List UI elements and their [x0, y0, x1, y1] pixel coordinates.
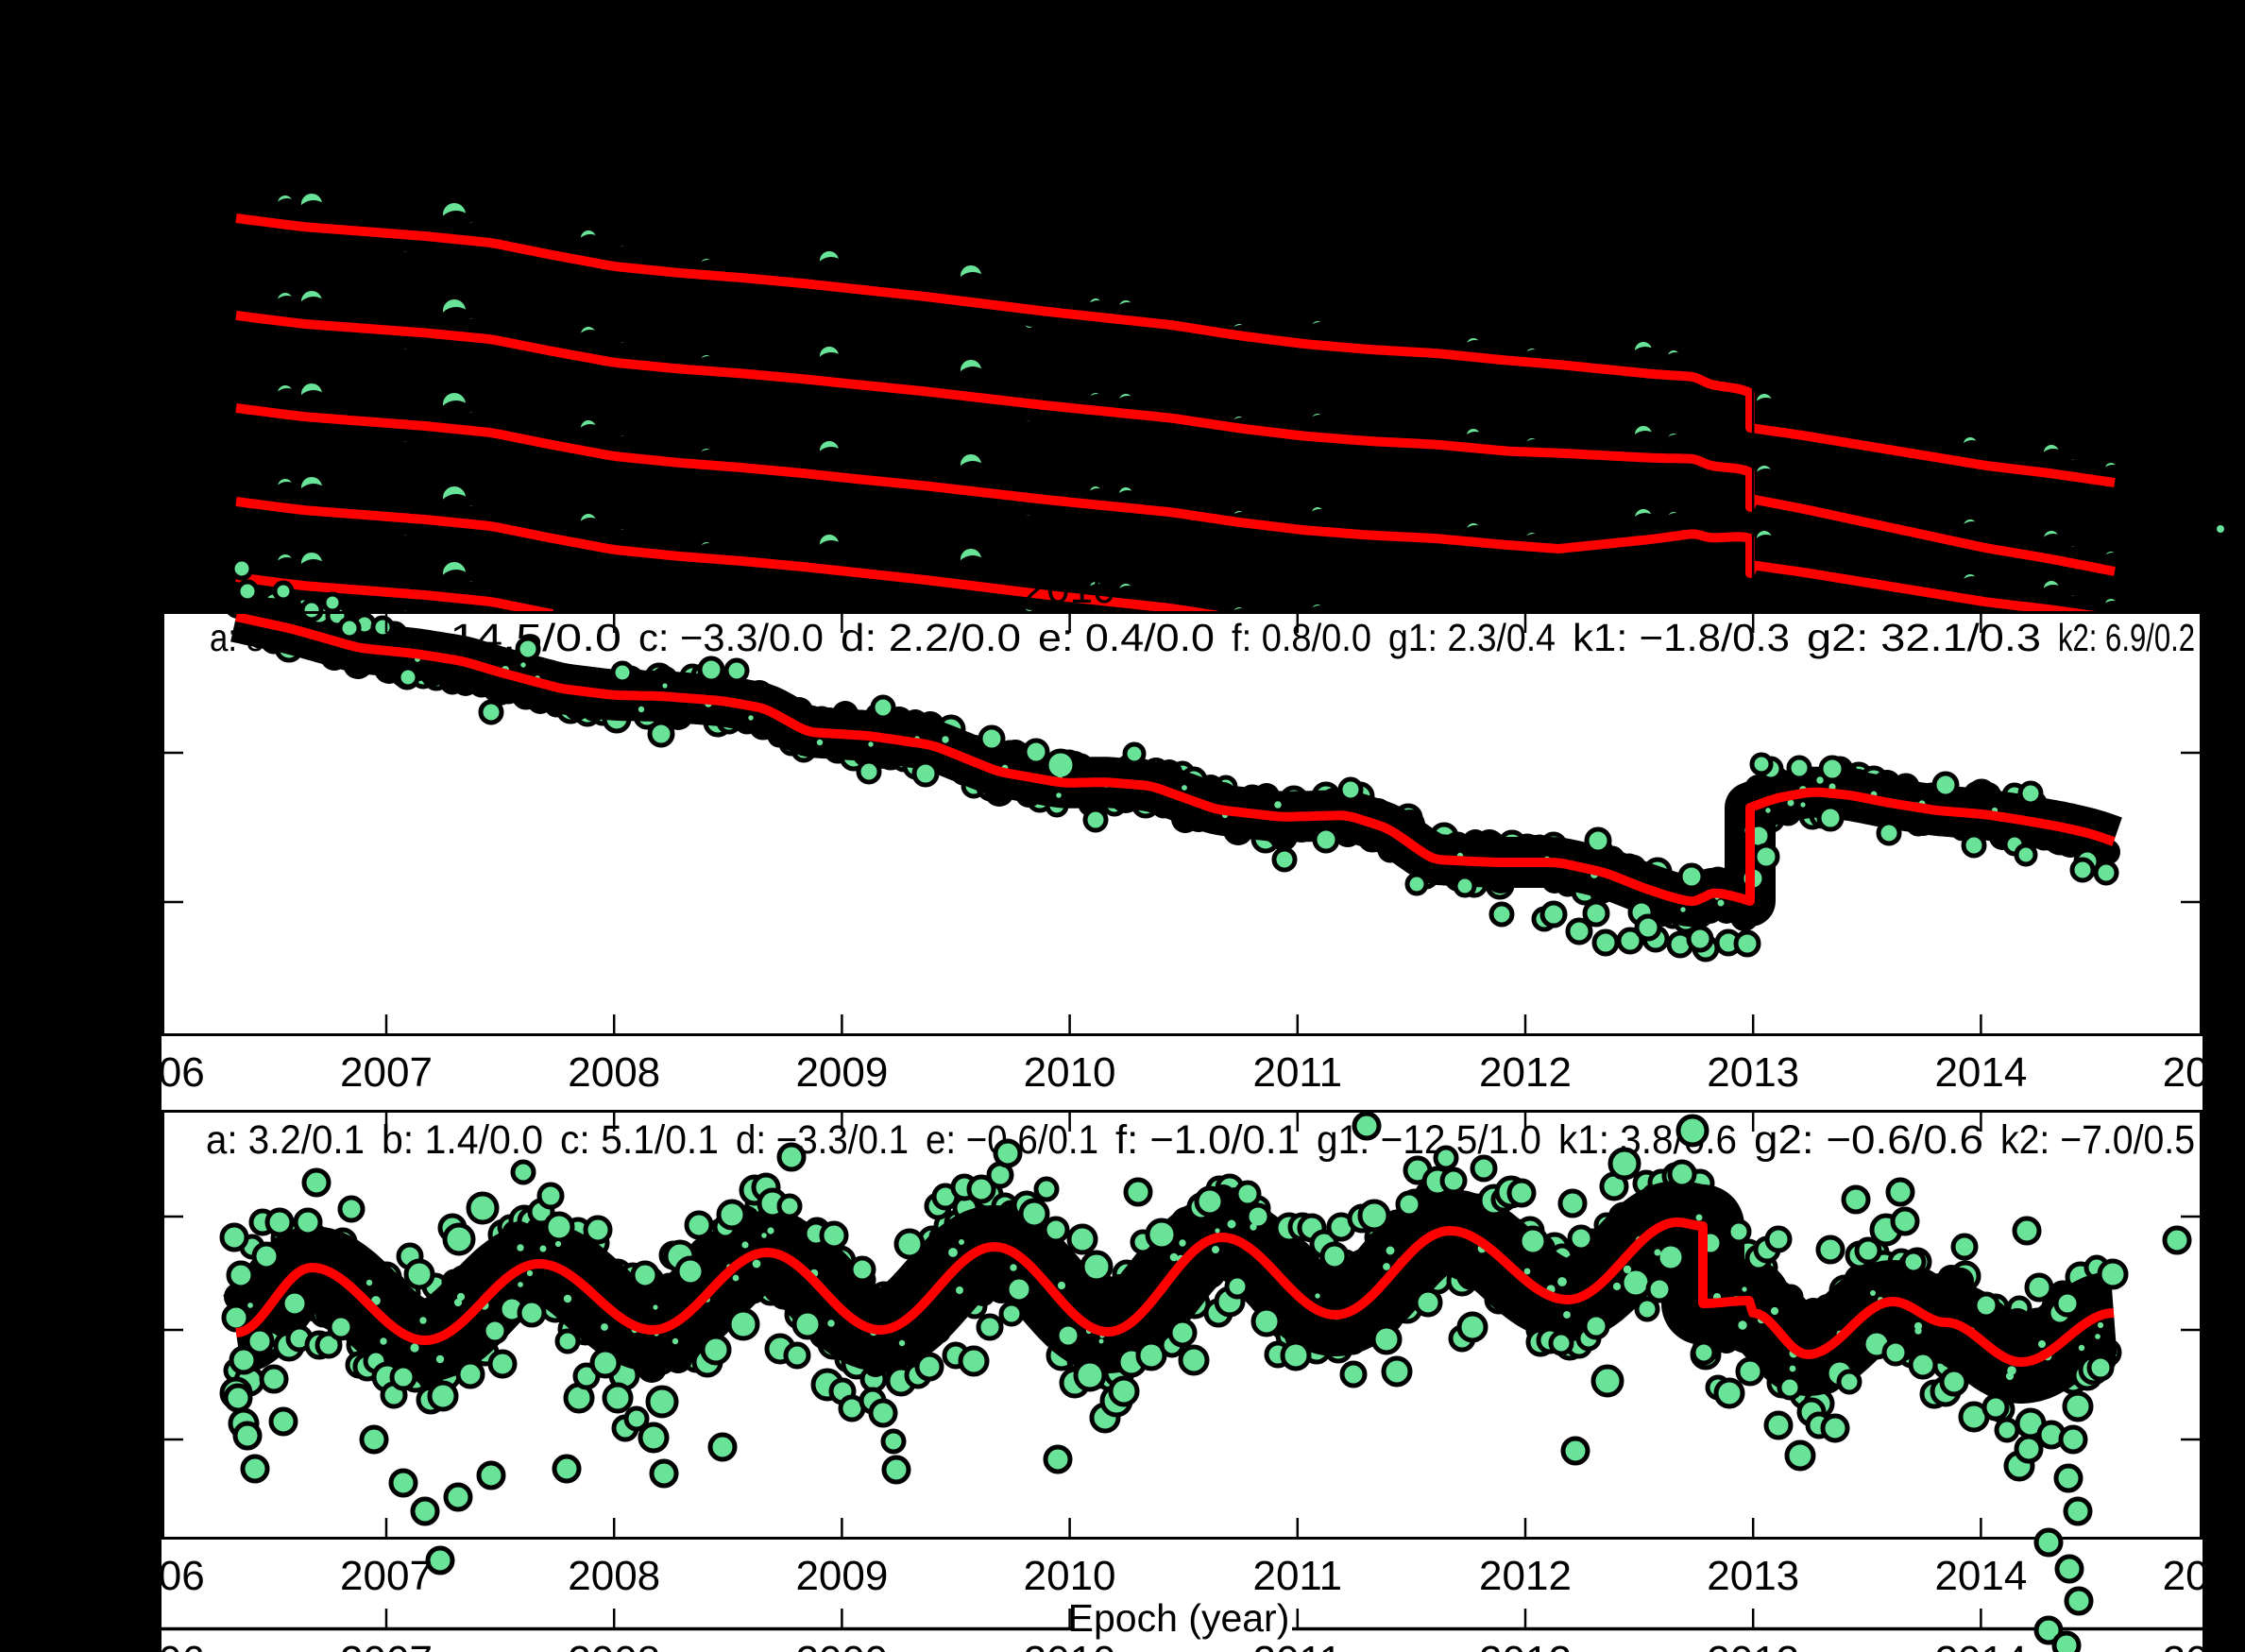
svg-text:2013: 2013: [1707, 1553, 1799, 1599]
svg-text:2013: 2013: [1707, 1638, 1799, 1652]
svg-text:2006: 2006: [112, 1638, 205, 1652]
svg-text:g1: 2.3/0.4: g1: 2.3/0.4: [1388, 616, 1556, 659]
svg-text:2011: 2011: [1252, 1638, 1342, 1652]
svg-text:2008: 2008: [568, 1638, 660, 1652]
svg-text:2008: 2008: [568, 1553, 660, 1599]
svg-text:2010: 2010: [1024, 566, 1116, 612]
svg-text:d: 2.2/0.0: d: 2.2/0.0: [841, 616, 1021, 659]
svg-text:c: 5.1/0.1: c: 5.1/0.1: [560, 1117, 719, 1163]
svg-text:g2: 32.1/0.3: g2: 32.1/0.3: [1807, 616, 2041, 659]
svg-text:2008: 2008: [568, 1049, 660, 1096]
svg-text:2015: 2015: [2163, 1049, 2245, 1096]
svg-text:k2: −7.0/0.5: k2: −7.0/0.5: [2000, 1117, 2195, 1163]
svg-text:2009: 2009: [795, 1553, 888, 1599]
svg-text:f: 0.8/0.0: f: 0.8/0.0: [1232, 616, 1371, 659]
svg-text:b: 1.4/0.0: b: 1.4/0.0: [382, 1117, 543, 1163]
svg-text:2015: 2015: [2163, 1638, 2245, 1652]
svg-text:2012: 2012: [1479, 1638, 1572, 1652]
svg-text:f: −1.0/0.1: f: −1.0/0.1: [1115, 1117, 1300, 1163]
svg-text:2012: 2012: [1479, 1049, 1572, 1096]
svg-text:2014: 2014: [1934, 1049, 2027, 1096]
svg-text:2007: 2007: [340, 1553, 433, 1599]
svg-text:2010: 2010: [1024, 1049, 1116, 1096]
svg-text:g1: −12.5/1.0: g1: −12.5/1.0: [1317, 1117, 1541, 1163]
svg-text:2009: 2009: [795, 1049, 888, 1096]
svg-text:2006: 2006: [112, 1553, 205, 1599]
svg-text:a: 3.2/0.1: a: 3.2/0.1: [206, 1117, 365, 1163]
svg-text:2012: 2012: [1479, 1553, 1572, 1599]
svg-text:2007: 2007: [340, 1049, 433, 1096]
svg-text:2010: 2010: [1024, 1638, 1116, 1652]
svg-text:2014: 2014: [1934, 1638, 2027, 1652]
svg-text:e: 0.4/0.0: e: 0.4/0.0: [1038, 616, 1215, 659]
svg-text:2011: 2011: [1252, 1049, 1342, 1096]
svg-text:k1: 3.8/0.6: k1: 3.8/0.6: [1558, 1117, 1737, 1163]
svg-text:g2: −0.6/0.6: g2: −0.6/0.6: [1754, 1117, 1983, 1163]
svg-text:2013: 2013: [1707, 1049, 1799, 1096]
svg-text:2009: 2009: [795, 1638, 888, 1652]
svg-text:2014: 2014: [1934, 1553, 2027, 1599]
svg-text:Epoch (year): Epoch (year): [1068, 1596, 1290, 1640]
svg-text:2007: 2007: [340, 1638, 433, 1652]
svg-text:2010: 2010: [1024, 1553, 1116, 1599]
svg-text:2011: 2011: [1252, 1553, 1342, 1599]
svg-text:k1: −1.8/0.3: k1: −1.8/0.3: [1573, 616, 1790, 659]
svg-text:c: −3.3/0.0: c: −3.3/0.0: [638, 616, 824, 659]
svg-text:k2: 6.9/0.2: k2: 6.9/0.2: [2058, 616, 2195, 659]
svg-text:2006: 2006: [112, 1049, 205, 1096]
svg-text:2015: 2015: [2163, 1553, 2245, 1599]
svg-text:d: −3.3/0.1: d: −3.3/0.1: [736, 1117, 909, 1163]
